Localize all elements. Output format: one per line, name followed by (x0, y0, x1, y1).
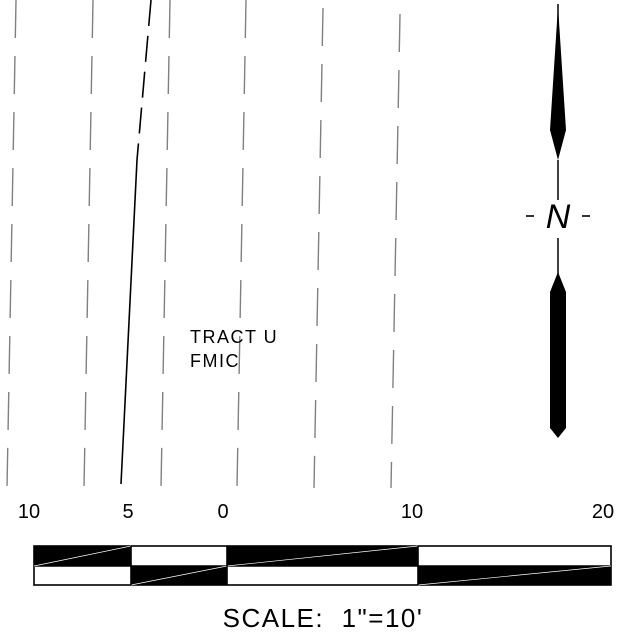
north-letter: N (546, 198, 571, 236)
scale-tick-label: 10 (401, 501, 423, 523)
boundary-line-solid (120, 159, 138, 485)
scale-caption: SCALE: 1"=10' (223, 603, 424, 633)
north-arrow-upper-blade (550, 6, 566, 160)
scale-bar-labels: 10 5 0 10 20 (18, 501, 614, 523)
north-arrow-lower-blade (550, 272, 566, 438)
lot-line-6 (390, 13, 401, 489)
scale-tick-label: 0 (217, 501, 228, 523)
dashed-lot-lines (6, 0, 401, 489)
tract-owner-label: FMIC (190, 351, 240, 371)
boundary-line-dashed (136, 0, 152, 161)
scale-bar (33, 545, 612, 586)
scale-tick-label: 20 (592, 501, 614, 523)
lot-line-2 (83, 0, 94, 489)
boundary-line (120, 0, 152, 485)
lot-line-1 (6, 0, 17, 489)
lot-line-3 (160, 0, 171, 489)
north-arrow-icon: N (526, 4, 590, 438)
scale-tick-label: 5 (122, 501, 133, 523)
tract-label: TRACT U (190, 327, 278, 347)
lot-line-5 (313, 7, 324, 489)
lot-line-4 (236, 0, 247, 489)
scale-tick-label: 10 (18, 501, 40, 523)
